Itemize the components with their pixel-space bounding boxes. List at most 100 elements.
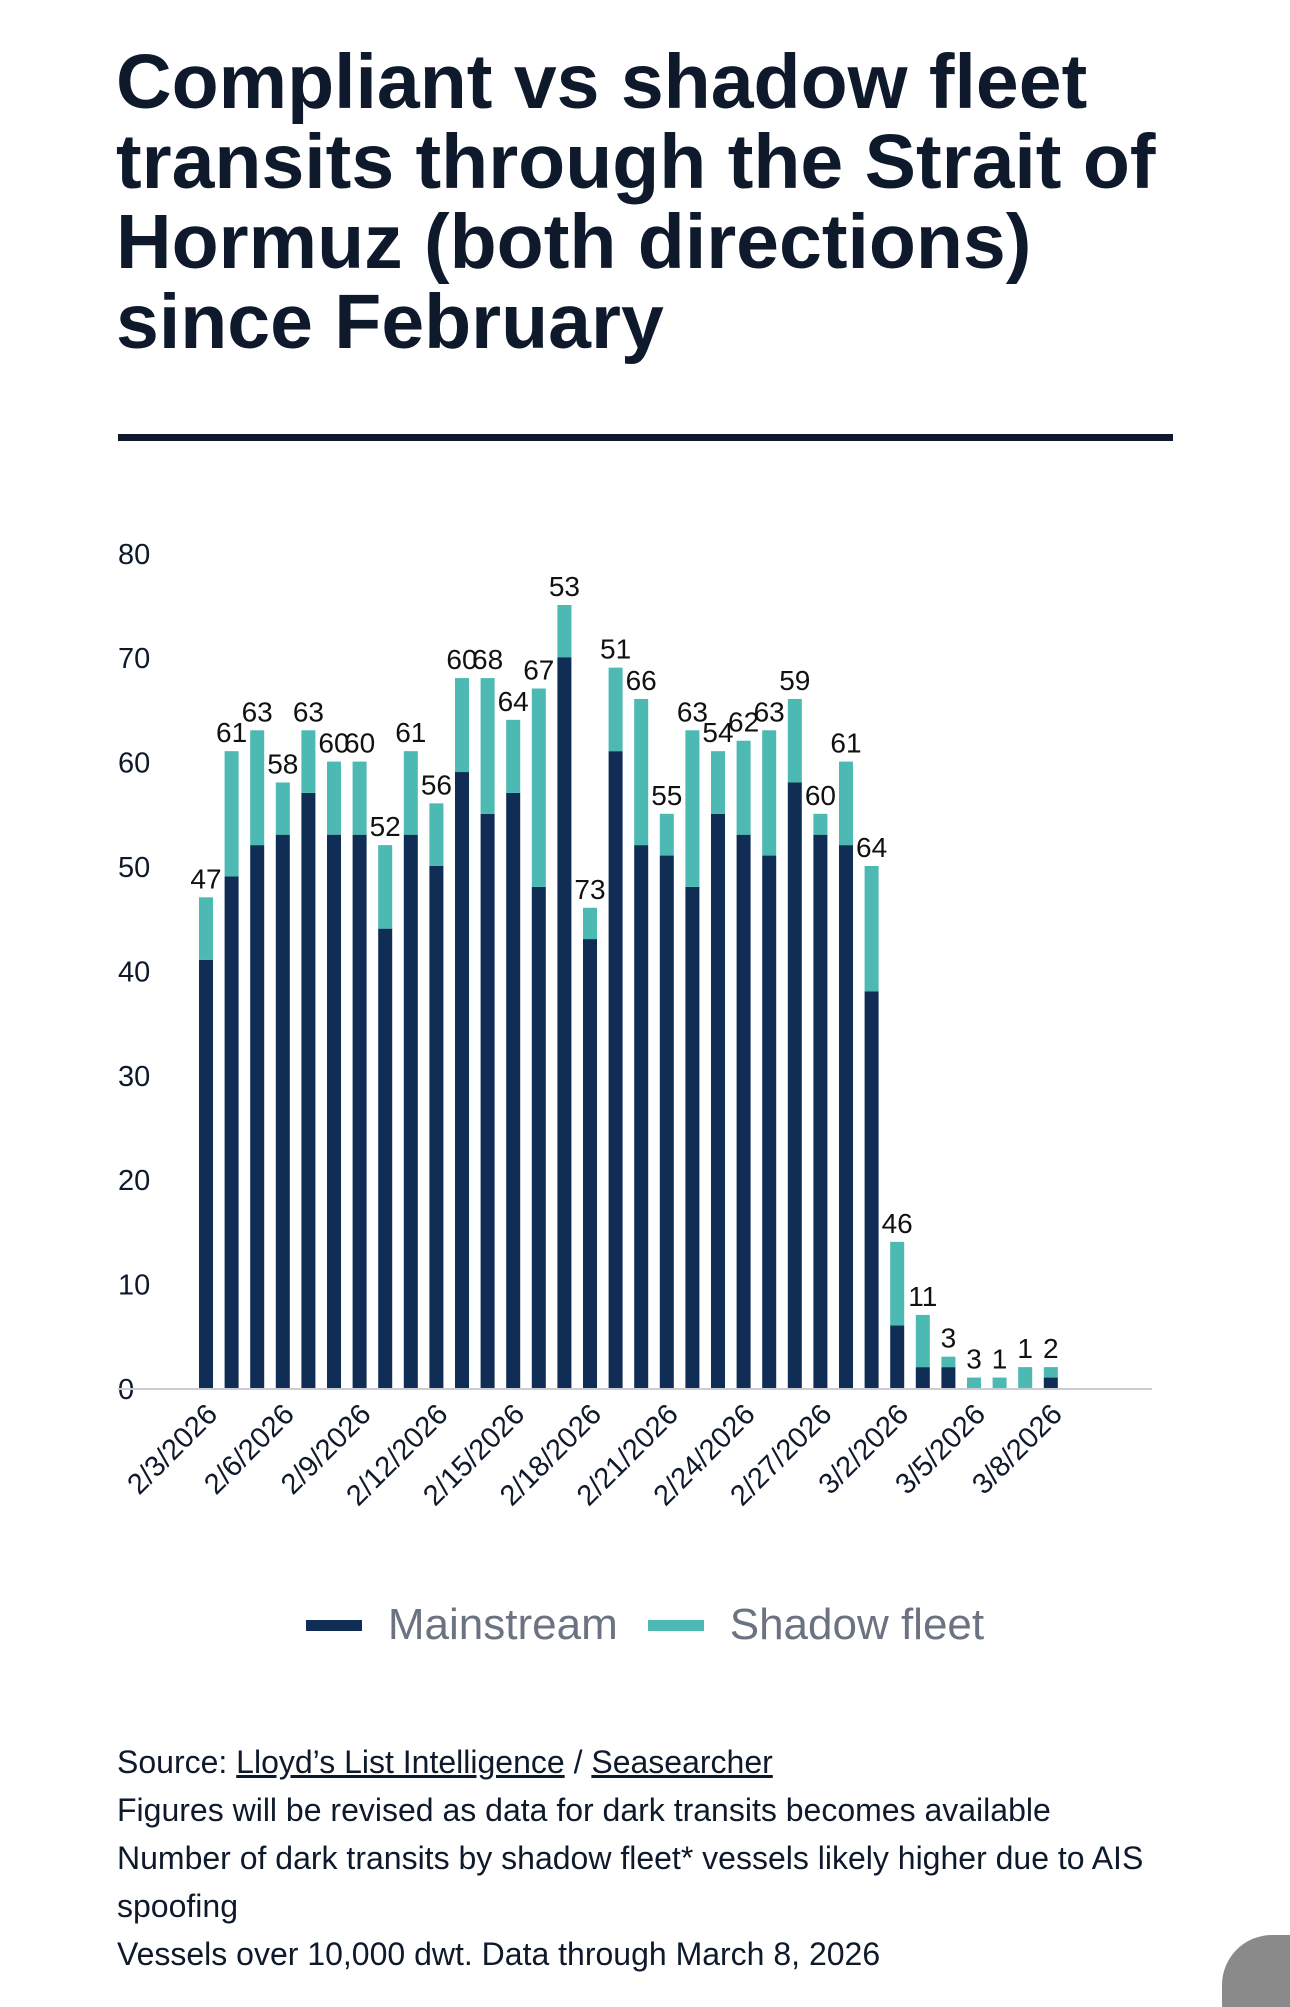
bar-mainstream bbox=[378, 928, 393, 1388]
bar-shadow-fleet bbox=[250, 730, 265, 846]
bar-mainstream bbox=[352, 834, 367, 1388]
bar-total-label: 60 bbox=[344, 728, 375, 759]
bar-mainstream bbox=[685, 886, 700, 1388]
bar-mainstream bbox=[480, 813, 495, 1388]
bar-shadow-fleet bbox=[736, 740, 751, 835]
bar-shadow-fleet bbox=[659, 813, 674, 856]
bar-mainstream bbox=[787, 782, 802, 1388]
bar-total-label: 53 bbox=[549, 571, 580, 602]
footnote-revision: Figures will be revised as data for dark… bbox=[117, 1792, 1051, 1828]
bar-mainstream bbox=[403, 834, 418, 1388]
footnote-spoofing: Number of dark transits by shadow fleet*… bbox=[117, 1840, 1144, 1924]
bar-total-label: 11 bbox=[908, 1281, 937, 1312]
bar-shadow-fleet bbox=[506, 719, 521, 793]
bar-mainstream bbox=[557, 657, 572, 1388]
bar-shadow-fleet bbox=[967, 1377, 981, 1388]
legend-item-mainstream[interactable]: Mainstream bbox=[305, 1600, 618, 1650]
y-tick-label: 30 bbox=[118, 1061, 150, 1093]
bar-total-label: 63 bbox=[677, 696, 708, 727]
bar-mainstream bbox=[941, 1367, 956, 1388]
bar-total-label: 1 bbox=[992, 1344, 1008, 1375]
bar-total-label: 55 bbox=[651, 780, 682, 811]
bar-total-label: 63 bbox=[754, 696, 785, 727]
bar-shadow-fleet bbox=[1018, 1367, 1033, 1388]
bar-shadow-fleet bbox=[583, 907, 597, 940]
bar-mainstream bbox=[531, 886, 546, 1388]
bar-shadow-fleet bbox=[915, 1314, 930, 1368]
bar-total-label: 3 bbox=[941, 1323, 957, 1354]
source-link-seasearcher[interactable]: Seasearcher bbox=[591, 1744, 773, 1780]
bar-mainstream bbox=[864, 991, 879, 1388]
bar-mainstream bbox=[659, 855, 674, 1388]
bar-shadow-fleet bbox=[378, 845, 393, 929]
bar-shadow-fleet bbox=[839, 761, 853, 846]
bar-total-label: 61 bbox=[216, 717, 247, 748]
title-divider bbox=[118, 434, 1173, 441]
bar-mainstream bbox=[199, 959, 213, 1388]
bar-total-label: 64 bbox=[856, 832, 887, 863]
bar-mainstream bbox=[813, 834, 828, 1388]
chart-footer: Source: Lloyd’s List Intelligence / Seas… bbox=[117, 1738, 1217, 1978]
bar-mainstream bbox=[634, 845, 649, 1388]
bar-shadow-fleet bbox=[199, 897, 213, 960]
y-tick-label: 20 bbox=[118, 1165, 150, 1197]
bar-shadow-fleet bbox=[301, 730, 316, 793]
bar-shadow-fleet bbox=[608, 667, 623, 752]
bar-total-label: 60 bbox=[446, 644, 477, 675]
bar-mainstream bbox=[250, 845, 265, 1388]
footnote-coverage: Vessels over 10,000 dwt. Data through Ma… bbox=[117, 1936, 881, 1972]
bar-total-label: 2 bbox=[1043, 1333, 1059, 1364]
bar-total-label: 46 bbox=[882, 1208, 913, 1239]
bar-total-label: 1 bbox=[1017, 1333, 1033, 1364]
chart-title: Compliant vs shadow fleet transits throu… bbox=[116, 39, 1156, 365]
source-line: Source: Lloyd’s List Intelligence / Seas… bbox=[117, 1738, 1217, 1786]
bar-total-label: 54 bbox=[702, 717, 733, 748]
bar-shadow-fleet bbox=[327, 761, 341, 835]
bar-total-label: 63 bbox=[242, 696, 273, 727]
bar-total-label: 61 bbox=[830, 728, 861, 759]
y-tick-label: 70 bbox=[118, 643, 150, 675]
source-link-lloyds[interactable]: Lloyd’s List Intelligence bbox=[236, 1744, 565, 1780]
bar-shadow-fleet bbox=[941, 1356, 956, 1368]
bar-shadow-fleet bbox=[864, 866, 879, 992]
bar-mainstream bbox=[915, 1367, 930, 1388]
bar-mainstream bbox=[711, 813, 725, 1388]
source-separator: / bbox=[564, 1744, 592, 1780]
bar-shadow-fleet bbox=[787, 698, 802, 783]
bar-total-label: 62 bbox=[728, 707, 759, 738]
bar-total-label: 60 bbox=[318, 728, 349, 759]
stacked-bar-chart: 0102030405060708047616358636060526156606… bbox=[118, 539, 1152, 1512]
bar-shadow-fleet bbox=[762, 730, 777, 856]
bar-mainstream bbox=[762, 855, 777, 1388]
y-tick-label: 60 bbox=[118, 748, 150, 780]
bar-shadow-fleet bbox=[1043, 1367, 1058, 1378]
bar-mainstream bbox=[736, 834, 751, 1388]
bar-shadow-fleet bbox=[275, 782, 290, 835]
bar-total-label: 60 bbox=[805, 780, 836, 811]
bar-total-label: 58 bbox=[267, 748, 298, 779]
bar-mainstream bbox=[455, 772, 469, 1388]
bar-total-label: 61 bbox=[395, 717, 426, 748]
legend: Mainstream Shadow fleet bbox=[0, 1600, 1290, 1650]
legend-item-shadow-fleet[interactable]: Shadow fleet bbox=[647, 1600, 984, 1650]
bar-shadow-fleet bbox=[531, 688, 546, 887]
bar-total-label: 47 bbox=[190, 863, 221, 894]
bar-total-label: 56 bbox=[421, 769, 452, 800]
bar-total-label: 64 bbox=[498, 686, 529, 717]
y-tick-label: 80 bbox=[118, 539, 150, 571]
bar-shadow-fleet bbox=[429, 803, 444, 866]
bar-shadow-fleet bbox=[634, 698, 649, 846]
bar-shadow-fleet bbox=[480, 678, 495, 814]
bar-shadow-fleet bbox=[224, 751, 239, 877]
bar-total-label: 52 bbox=[370, 811, 401, 842]
legend-label-mainstream: Mainstream bbox=[387, 1600, 618, 1649]
bar-mainstream bbox=[224, 876, 239, 1388]
bar-shadow-fleet bbox=[992, 1377, 1007, 1388]
bar-total-label: 73 bbox=[574, 874, 605, 905]
bar-total-label: 51 bbox=[600, 634, 631, 665]
bar-total-label: 67 bbox=[523, 655, 554, 686]
bar-total-label: 59 bbox=[779, 665, 810, 696]
bar-total-label: 63 bbox=[293, 696, 324, 727]
bar-total-label: 66 bbox=[626, 665, 657, 696]
bar-shadow-fleet bbox=[685, 730, 700, 887]
